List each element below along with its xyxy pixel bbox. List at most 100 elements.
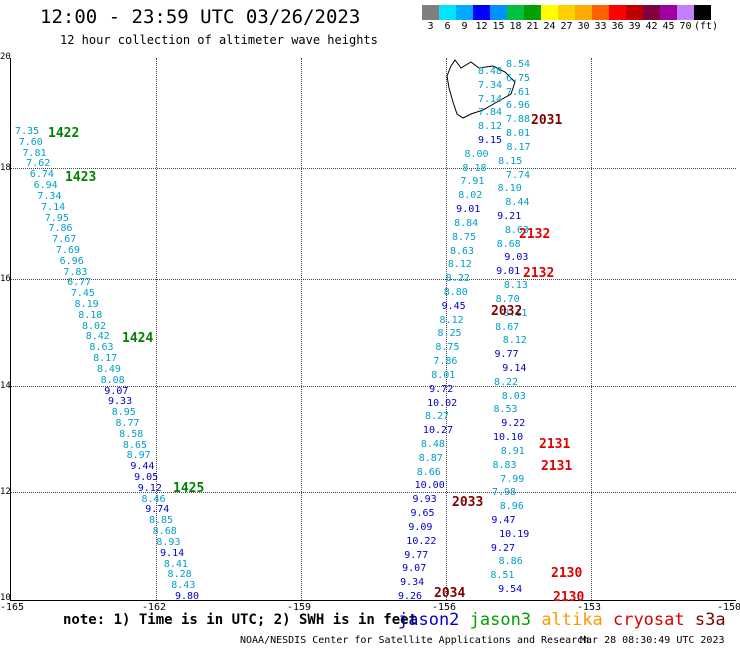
y-tick-14: 14 — [0, 381, 11, 391]
colorbar-swatch — [558, 5, 575, 20]
colorbar-label: 45 — [662, 21, 675, 32]
wave-height-label: 8.11 — [503, 307, 528, 319]
wave-height-label: 10.00 — [414, 480, 445, 492]
wave-height-label: 8.48 — [420, 439, 445, 450]
wave-height-label: 9.03 — [504, 252, 529, 264]
wave-height-label: 8.67 — [495, 321, 520, 333]
wave-height-label: 8.01 — [431, 369, 456, 381]
wave-height-label: 8.03 — [501, 390, 526, 402]
wave-height-label: 10.19 — [499, 528, 530, 540]
satellite-legend: jason2 jason3 altika cryosat s3a — [398, 610, 726, 630]
colorbar-label: 33 — [594, 21, 607, 32]
colorbar-swatch — [575, 5, 592, 20]
wave-height-label: 8.12 — [502, 335, 527, 347]
wave-height-label: 8.12 — [439, 314, 464, 326]
wave-height-label: 8.91 — [500, 445, 525, 457]
pass-time-label: 1422 — [48, 126, 80, 141]
wave-height-label: 8.66 — [416, 466, 441, 478]
wave-height-label: 8.25 — [437, 328, 462, 340]
y-tick-10: 10 — [0, 593, 11, 603]
wave-height-label: 10.27 — [422, 425, 454, 437]
wave-height-label: 7.14 — [41, 201, 66, 213]
wave-height-label: 8.42 — [85, 331, 110, 343]
pass-time-label: 2130 — [551, 566, 583, 581]
y-tick-20: 20 — [0, 52, 11, 62]
pass-time-label: 1423 — [65, 170, 97, 185]
pass-time-label: 2033 — [452, 495, 484, 510]
wave-height-label: 8.02 — [458, 190, 483, 202]
wave-height-label: 9.09 — [408, 521, 433, 533]
wave-height-label: 10.22 — [406, 535, 437, 547]
wave-height-label: 8.49 — [96, 363, 121, 375]
wave-height-label: 9.80 — [175, 591, 200, 602]
wave-height-label: 7.83 — [63, 266, 88, 278]
wave-height-label: 9.01 — [456, 204, 481, 216]
wave-height-label: 8.84 — [454, 217, 479, 229]
pass-time-label: 1424 — [122, 331, 154, 346]
chart-subtitle: 12 hour collection of altimeter wave hei… — [60, 33, 378, 47]
wave-height-label: 9.65 — [410, 508, 435, 520]
colorbar — [422, 5, 711, 20]
wave-height-label: 8.48 — [478, 65, 503, 77]
colorbar-label: 15 — [492, 21, 505, 32]
wave-height-label: 7.45 — [70, 288, 95, 300]
wave-height-label: 7.35 — [15, 126, 40, 137]
pass-time-label: 2131 — [541, 459, 573, 474]
colorbar-swatch — [541, 5, 558, 20]
wave-height-label: 9.14 — [502, 363, 527, 374]
gridline-lon-minus162 — [156, 58, 157, 600]
wave-height-label: 7.69 — [55, 244, 81, 256]
pass-time-label: 2132 — [523, 266, 555, 281]
colorbar-label: 9 — [461, 21, 468, 32]
colorbar-swatch — [592, 5, 609, 20]
wave-height-label: 9.93 — [412, 494, 437, 506]
wave-height-label: 9.14 — [160, 547, 185, 559]
gridline-lon-minus156 — [446, 58, 447, 600]
wave-height-label: 9.26 — [398, 591, 423, 602]
timestamp-text: Mar 28 08:30:49 UTC 2023 — [580, 635, 725, 646]
wave-height-label: 8.12 — [447, 259, 472, 271]
wave-height-label: 8.13 — [503, 280, 528, 292]
colorbar-label: 42 — [645, 21, 658, 32]
wave-height-label: 8.95 — [111, 407, 136, 419]
colorbar-swatch — [524, 5, 541, 20]
wave-height-label: 9.05 — [134, 472, 159, 484]
wave-height-label: 8.68 — [496, 238, 521, 250]
wave-height-label: 8.43 — [171, 580, 196, 592]
pass-time-label: 2034 — [434, 586, 466, 601]
hawaii-island-outline — [446, 59, 516, 119]
wave-height-label: 8.10 — [497, 183, 522, 195]
map-plot-area — [10, 58, 736, 601]
wave-height-label: 9.33 — [108, 396, 133, 408]
y-tick-16: 16 — [0, 274, 11, 284]
y-tick-18: 18 — [0, 163, 11, 173]
wave-height-label: 7.98 — [491, 487, 517, 499]
wave-height-label: 8.96 — [499, 501, 524, 513]
legend-jason3: jason3 — [469, 610, 542, 630]
footnote: note: 1) Time is in UTC; 2) SWH is in fe… — [63, 612, 418, 628]
wave-height-label: 8.22 — [494, 376, 519, 388]
colorbar-swatch — [643, 5, 660, 20]
wave-height-label: 9.77 — [494, 349, 519, 361]
wave-height-label: 8.63 — [89, 342, 114, 354]
wave-height-label: 7.14 — [478, 93, 503, 105]
legend-jason2: jason2 — [398, 610, 470, 630]
pass-time-label: 2032 — [491, 304, 523, 319]
wave-height-label: 7.81 — [22, 147, 47, 159]
colorbar-swatch — [677, 5, 694, 20]
wave-height-label: 7.95 — [44, 212, 69, 224]
gridline-lon-minus153 — [591, 58, 592, 600]
colorbar-label: 70 — [679, 21, 692, 32]
colorbar-label: 24 — [543, 21, 556, 32]
x-tick-minus159: -159 — [287, 602, 312, 613]
wave-height-label: 8.70 — [495, 293, 520, 305]
colorbar-label: 6 — [444, 21, 451, 32]
wave-height-label: 8.08 — [100, 374, 125, 386]
colorbar-label: 27 — [560, 21, 573, 32]
wave-height-label: 8.28 — [167, 569, 192, 581]
pass-time-label: 2031 — [531, 113, 563, 128]
wave-height-label: 7.67 — [52, 234, 77, 246]
wave-height-label: 8.93 — [156, 536, 181, 548]
colorbar-swatch — [490, 5, 507, 20]
wave-height-label: 8.63 — [449, 245, 475, 257]
